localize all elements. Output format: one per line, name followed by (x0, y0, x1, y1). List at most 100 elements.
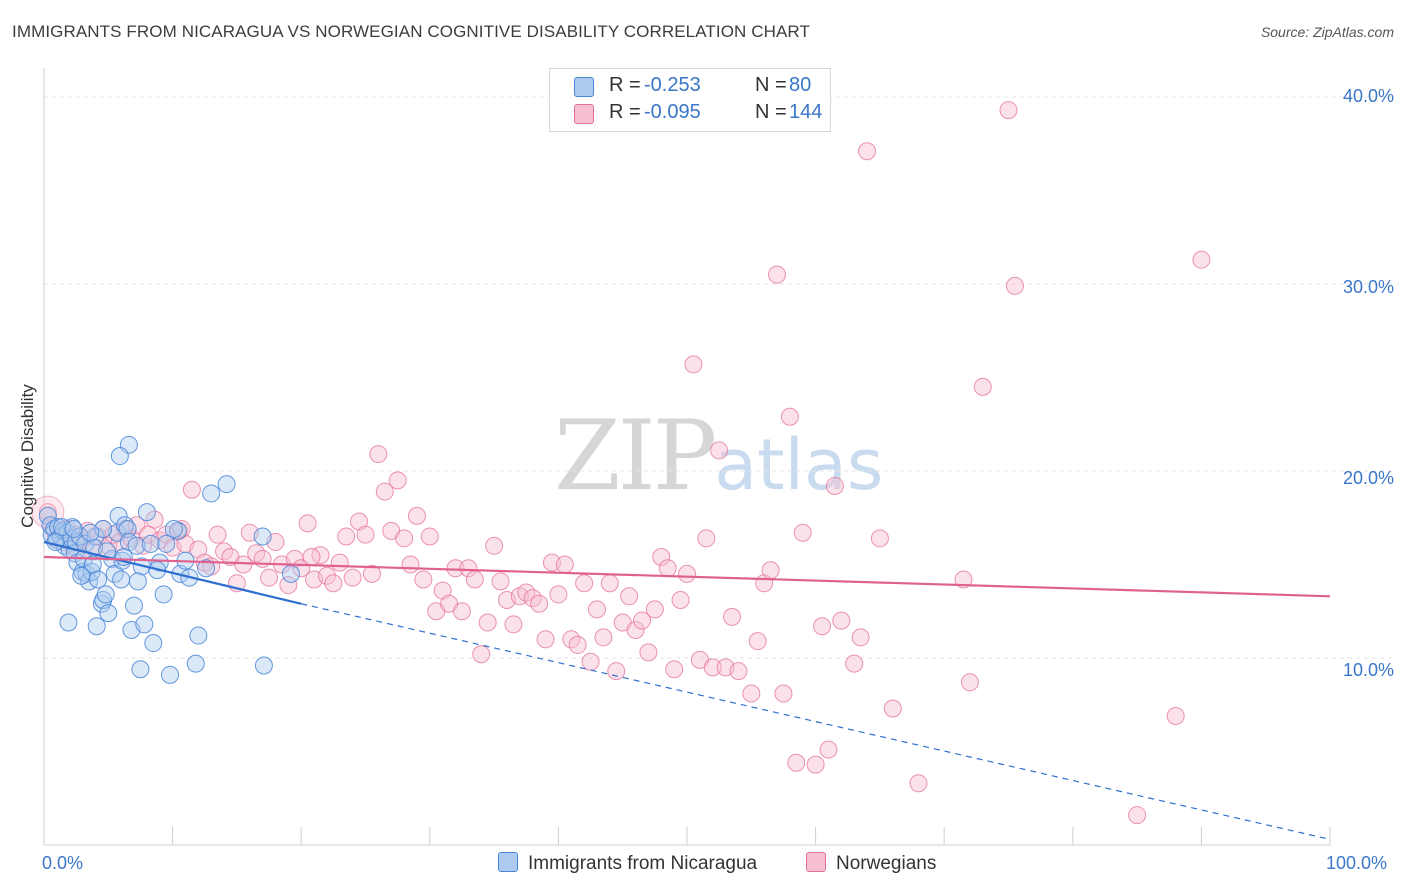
norwegians-point (298, 514, 317, 533)
norwegians-point (845, 654, 864, 673)
norwegians-point (182, 480, 201, 499)
y-tick-label: 40.0% (1342, 86, 1394, 106)
chart-title: IMMIGRANTS FROM NICARAGUA VS NORWEGIAN C… (12, 22, 810, 41)
nicaragua-point (217, 475, 236, 494)
norwegians-point (478, 613, 497, 632)
norwegians-point (658, 559, 677, 578)
norwegians-point (395, 529, 414, 548)
nicaragua-point (202, 484, 221, 503)
norwegians-point (748, 632, 767, 651)
norwegians-point (652, 548, 671, 567)
nicaragua-point (110, 447, 129, 466)
norwegians-point (594, 628, 613, 647)
norwegians-point (414, 570, 433, 589)
bottom-legend-swatch-pink (806, 852, 826, 872)
norwegians-point (317, 566, 336, 585)
norwegians-point (134, 536, 153, 555)
norwegians-point (999, 101, 1018, 120)
y-tick-label: 10.0% (1342, 660, 1394, 680)
y-tick-label: 20.0% (1342, 468, 1394, 488)
norwegians-point (1128, 806, 1147, 825)
norwegians-point (549, 585, 568, 604)
norwegians-point (1166, 706, 1185, 725)
norwegians-point (600, 574, 619, 593)
norwegians-point (324, 574, 343, 593)
norwegians-point (626, 620, 645, 639)
norwegians-point (684, 355, 703, 374)
nicaragua-point (128, 572, 147, 591)
x-tick-label-min: 0.0% (42, 853, 84, 873)
norwegians-point (813, 617, 832, 636)
legend-r-value: -0.095 (644, 101, 701, 123)
norwegians-point (632, 611, 651, 630)
norwegians-point (703, 658, 722, 677)
norwegians-point (362, 564, 381, 583)
norwegians-trend-line (43, 555, 1331, 598)
legend-r-label: R = (609, 101, 641, 123)
legend-n-value: 144 (789, 101, 823, 123)
norwegians-point (665, 660, 684, 679)
norwegians-point (568, 635, 587, 654)
norwegians-point (330, 553, 349, 572)
nicaragua-point (118, 519, 137, 538)
nicaragua-point (53, 518, 72, 537)
norwegians-point (504, 615, 523, 634)
nicaragua-point (127, 536, 146, 555)
nicaragua-point (64, 519, 83, 538)
norwegians-point (1005, 276, 1024, 295)
nicaragua-point (141, 534, 160, 553)
watermark: ZIPatlas (554, 400, 883, 512)
nicaragua-trend-line (43, 540, 302, 605)
norwegians-point (189, 540, 208, 559)
nicaragua-points (38, 435, 300, 684)
norwegians-point (729, 662, 748, 681)
nicaragua-point (135, 615, 154, 634)
norwegians-point (742, 684, 761, 703)
bottom-legend-label: Immigrants from Nicaragua (528, 853, 758, 874)
norwegians-point (343, 568, 362, 587)
norwegians-point (973, 377, 992, 396)
nicaragua-point (150, 553, 169, 572)
watermark-atlas: atlas (714, 424, 884, 506)
norwegians-point (555, 555, 574, 574)
norwegians-point (819, 740, 838, 759)
y-tick-label: 30.0% (1342, 277, 1394, 297)
nicaragua-point (131, 660, 150, 679)
nicaragua-point (112, 570, 131, 589)
legend-r-label: R = (609, 74, 641, 96)
legend-r-value: -0.253 (644, 74, 701, 96)
norwegians-point (491, 572, 510, 591)
nicaragua-point (96, 585, 115, 604)
nicaragua-point (157, 534, 176, 553)
nicaragua-point (125, 596, 144, 615)
bottom-legend-label: Norwegians (836, 853, 937, 874)
legend-n-label: N = (755, 101, 787, 123)
nicaragua-point (161, 665, 180, 684)
norwegians-point (793, 523, 812, 542)
norwegians-point (375, 482, 394, 501)
norwegians-point (710, 441, 729, 460)
nicaragua-point (253, 527, 272, 546)
nicaragua-point (137, 503, 156, 522)
norwegians-point (420, 527, 439, 546)
nicaragua-point (89, 570, 108, 589)
source-label: Source: ZipAtlas.com (1260, 24, 1394, 40)
norwegians-point (485, 536, 504, 555)
norwegians-point (208, 525, 227, 544)
bottom-legend-norwegians: Norwegians (806, 852, 936, 875)
norwegians-point (472, 645, 491, 664)
norwegians-point (768, 265, 787, 284)
norwegians-point (536, 630, 555, 649)
nicaragua-point (254, 656, 273, 675)
grid (44, 96, 1392, 659)
norwegians-point (761, 561, 780, 580)
nicaragua-point (59, 613, 78, 632)
norwegians-point (954, 570, 973, 589)
norwegians-point (1192, 250, 1211, 269)
norwegians-point (607, 662, 626, 681)
nicaragua-point (281, 564, 300, 583)
norwegians-point (302, 548, 321, 567)
axes (43, 68, 1331, 846)
norwegians-point (260, 568, 279, 587)
